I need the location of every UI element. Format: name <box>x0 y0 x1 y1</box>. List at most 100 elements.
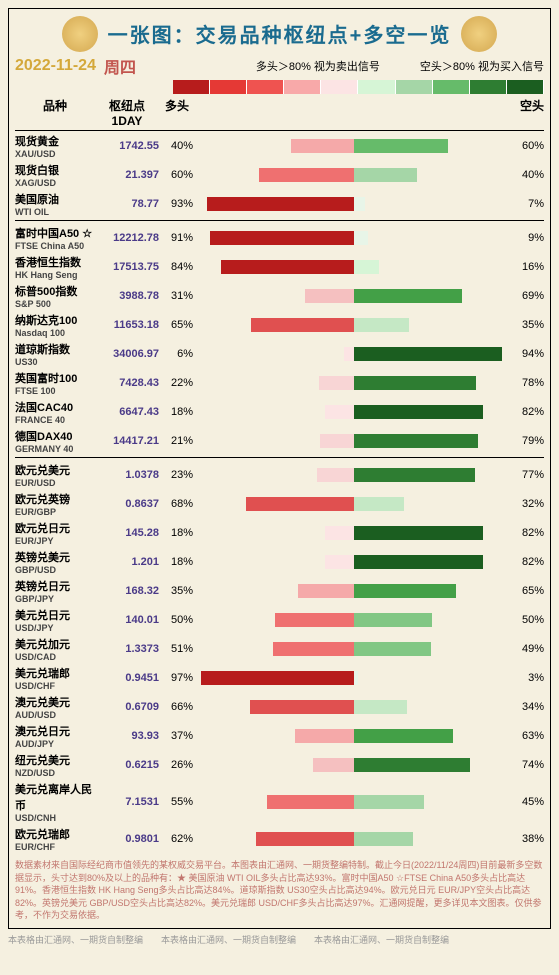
short-pct: 32% <box>514 498 544 510</box>
table-row: 法国CAC40FRANCE 406647.4318%82% <box>15 397 544 426</box>
short-pct: 40% <box>514 169 544 181</box>
instrument-name: 美元兑加元USD/CAD <box>15 636 95 662</box>
short-pct: 35% <box>514 319 544 331</box>
position-bar <box>196 289 511 303</box>
table-row: 美国原油WTI OIL78.7793%7% <box>15 189 544 218</box>
long-pct: 35% <box>163 585 193 597</box>
table-row: 纳斯达克100Nasdaq 10011653.1865%35% <box>15 310 544 339</box>
position-bar <box>196 497 511 511</box>
position-bar <box>196 260 511 274</box>
position-bar <box>196 832 511 846</box>
short-pct: 65% <box>514 585 544 597</box>
legend-long: 多头＞80% 视为卖出信号 <box>256 58 380 74</box>
instrument-name: 标普500指数S&P 500 <box>15 283 95 309</box>
short-pct: 82% <box>514 556 544 568</box>
table-row: 美元兑日元USD/JPY140.0150%50% <box>15 605 544 634</box>
pivot-value: 7.1531 <box>95 796 163 808</box>
long-pct: 6% <box>163 348 193 360</box>
short-pct: 3% <box>514 672 544 684</box>
short-pct: 50% <box>514 614 544 626</box>
instrument-name: 美元兑日元USD/JPY <box>15 607 95 633</box>
pivot-value: 145.28 <box>95 527 163 539</box>
position-bar <box>196 584 511 598</box>
position-bar <box>196 642 511 656</box>
hdr-long: 多头 <box>159 97 189 128</box>
long-pct: 18% <box>163 556 193 568</box>
long-pct: 60% <box>163 169 193 181</box>
table-row: 欧元兑英镑EUR/GBP0.863768%32% <box>15 489 544 518</box>
short-pct: 78% <box>514 377 544 389</box>
instrument-name: 法国CAC40FRANCE 40 <box>15 399 95 425</box>
pivot-value: 0.6215 <box>95 759 163 771</box>
position-bar <box>196 197 511 211</box>
table-row: 富时中国A50 ☆FTSE China A5012212.7891%9% <box>15 223 544 252</box>
instrument-name: 澳元兑日元AUD/JPY <box>15 723 95 749</box>
long-pct: 66% <box>163 701 193 713</box>
long-pct: 31% <box>163 290 193 302</box>
short-pct: 63% <box>514 730 544 742</box>
pivot-value: 7428.43 <box>95 377 163 389</box>
long-pct: 18% <box>163 527 193 539</box>
long-pct: 23% <box>163 469 193 481</box>
short-pct: 49% <box>514 643 544 655</box>
pivot-value: 0.9451 <box>95 672 163 684</box>
pivot-value: 0.6709 <box>95 701 163 713</box>
instrument-name: 纳斯达克100Nasdaq 100 <box>15 312 95 338</box>
table-row: 标普500指数S&P 5003988.7831% 69% <box>15 281 544 310</box>
table-row: 澳元兑美元AUD/USD0.670966%34% <box>15 692 544 721</box>
pivot-value: 78.77 <box>95 198 163 210</box>
position-bar <box>196 613 511 627</box>
table-row: 美元兑瑞郎USD/CHF0.945197%3% <box>15 663 544 692</box>
long-pct: 37% <box>163 730 193 742</box>
instrument-name: 现货白银XAG/USD <box>15 162 95 188</box>
table-row: 香港恒生指数HK Hang Seng17513.7584%16% <box>15 252 544 281</box>
short-pct: 82% <box>514 527 544 539</box>
position-bar <box>196 795 511 809</box>
hdr-pivot: 枢纽点1DAY <box>95 97 159 128</box>
position-bar <box>196 231 511 245</box>
table-row: 澳元兑日元AUD/JPY93.9337%63% <box>15 721 544 750</box>
table-row: 现货白银XAG/USD21.39760% 40% <box>15 160 544 189</box>
instrument-name: 美国原油WTI OIL <box>15 191 95 217</box>
table-row: 英国富时100FTSE 1007428.4322% 78% <box>15 368 544 397</box>
position-bar <box>196 700 511 714</box>
hdr-name: 品种 <box>15 97 95 128</box>
instrument-name: 美元兑瑞郎USD/CHF <box>15 665 95 691</box>
short-pct: 69% <box>514 290 544 302</box>
table-row: 欧元兑美元EUR/USD1.037823%77% <box>15 460 544 489</box>
pivot-value: 14417.21 <box>95 435 163 447</box>
pivot-value: 6647.43 <box>95 406 163 418</box>
instrument-name: 欧元兑英镑EUR/GBP <box>15 491 95 517</box>
table-row: 道琼斯指数US3034006.976%94% <box>15 339 544 368</box>
pivot-value: 1742.55 <box>95 140 163 152</box>
short-pct: 7% <box>514 198 544 210</box>
position-bar <box>196 139 511 153</box>
pivot-value: 1.201 <box>95 556 163 568</box>
table-row: 美元兑离岸人民币USD/CNH7.153155%45% <box>15 779 544 824</box>
long-pct: 22% <box>163 377 193 389</box>
short-pct: 45% <box>514 796 544 808</box>
instrument-name: 美元兑离岸人民币USD/CNH <box>15 781 95 823</box>
short-pct: 16% <box>514 261 544 273</box>
position-bar <box>196 434 511 448</box>
position-bar <box>196 168 511 182</box>
instrument-name: 香港恒生指数HK Hang Seng <box>15 254 95 280</box>
position-bar <box>196 468 511 482</box>
long-pct: 62% <box>163 833 193 845</box>
long-pct: 21% <box>163 435 193 447</box>
instrument-name: 道琼斯指数US30 <box>15 341 95 367</box>
long-pct: 51% <box>163 643 193 655</box>
instrument-name: 欧元兑日元EUR/JPY <box>15 520 95 546</box>
legend-short: 空头＞80% 视为买入信号 <box>420 58 544 74</box>
date-row: 2022-11-24 周四 多头＞80% 视为卖出信号 空头＞80% 视为买入信… <box>15 54 544 78</box>
pivot-value: 3988.78 <box>95 290 163 302</box>
short-pct: 77% <box>514 469 544 481</box>
short-pct: 82% <box>514 406 544 418</box>
short-pct: 94% <box>514 348 544 360</box>
instrument-name: 英国富时100FTSE 100 <box>15 370 95 396</box>
table-row: 欧元兑瑞郎EUR/CHF0.980162%38% <box>15 824 544 853</box>
pivot-value: 21.397 <box>95 169 163 181</box>
table-row: 现货黄金XAU/USD1742.5540%60% <box>15 131 544 160</box>
instrument-name: 纽元兑美元NZD/USD <box>15 752 95 778</box>
pivot-value: 0.9801 <box>95 833 163 845</box>
